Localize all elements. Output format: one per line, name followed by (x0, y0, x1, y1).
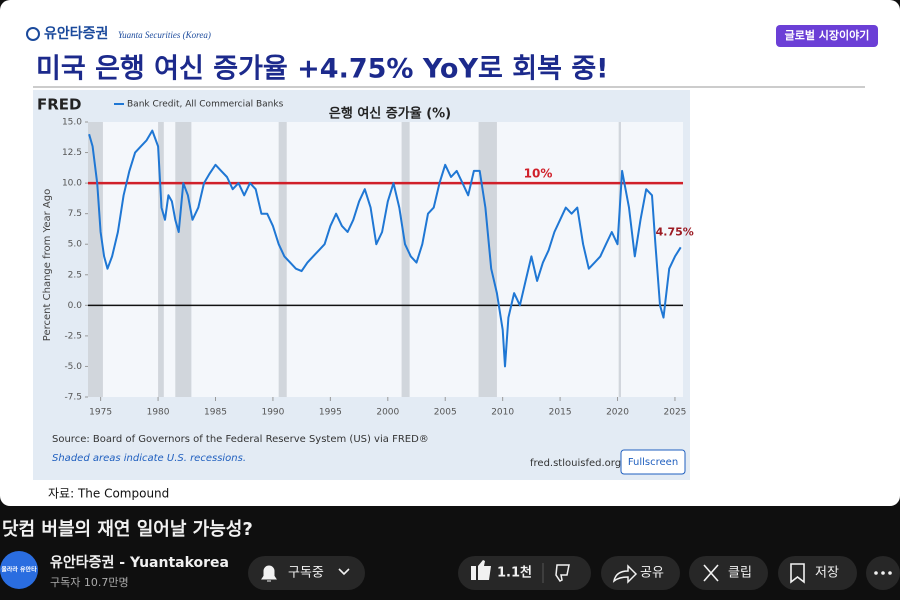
recession-band (478, 122, 497, 397)
series-line (88, 129, 682, 368)
bell-icon[interactable] (261, 565, 277, 582)
clip-button[interactable] (689, 556, 768, 590)
dislike-icon[interactable] (555, 564, 570, 582)
subscribe-label[interactable]: 구독중 (288, 566, 324, 581)
x-tick-label: 1990 (261, 408, 284, 418)
save-icon[interactable] (790, 563, 805, 584)
recession-band (401, 122, 410, 397)
recession-band (88, 122, 103, 397)
like-count[interactable]: 1.1천 (497, 566, 532, 581)
y-tick-label: -5.0 (64, 362, 82, 372)
fred-logo: FRED (37, 96, 82, 114)
video-title: 닷컴 버블의 재연 일어날 가능성? (2, 519, 253, 540)
save-label[interactable]: 저장 (815, 566, 839, 581)
y-tick-label: 15.0 (62, 118, 82, 128)
x-tick-label: 1975 (89, 408, 112, 418)
brand-logo (26, 27, 40, 41)
share-button[interactable] (601, 556, 680, 590)
y-tick-label: -2.5 (64, 331, 82, 341)
reference-label: 10% (524, 167, 553, 181)
slide-title: 미국 은행 여신 증가율 +4.75% YoY로 회복 중! (36, 54, 609, 85)
subscriber-count: 구독자 10.7만명 (50, 576, 129, 589)
y-tick-label: 10.0 (62, 179, 82, 189)
recession-band (175, 122, 192, 397)
channel-name[interactable]: 유안타증권 - Yuantakorea (50, 554, 229, 571)
end-label: 4.75% (656, 225, 694, 238)
x-tick-label: 2025 (664, 408, 687, 418)
x-tick-label: 2005 (434, 408, 457, 418)
recession-band (278, 122, 287, 397)
x-tick-label: 1980 (147, 408, 170, 418)
y-axis-label: Percent Change from Year Ago (42, 189, 53, 341)
slide-source: 자료: The Compound (48, 487, 169, 501)
x-tick-label: 2010 (491, 408, 514, 418)
brand: 유안타증권 (44, 25, 108, 42)
recession-band (618, 122, 621, 397)
more-icon[interactable] (874, 571, 892, 575)
share-label[interactable]: 공유 (640, 566, 664, 581)
y-tick-label: 0.0 (68, 301, 83, 311)
shading-note: Shaded areas indicate U.S. recessions. (52, 453, 246, 464)
fullscreen-label[interactable]: Fullscreen (628, 457, 678, 468)
legend-label: Bank Credit, All Commercial Banks (127, 100, 284, 110)
x-tick-label: 2015 (549, 408, 572, 418)
avatar[interactable] (0, 551, 38, 589)
y-tick-label: -7.5 (64, 393, 82, 403)
chart-source: Source: Board of Governors of the Federa… (52, 434, 429, 445)
subscribe-button[interactable] (248, 556, 365, 590)
chevron[interactable] (338, 568, 350, 576)
clip-icon[interactable] (703, 564, 719, 582)
fullscreen-button[interactable] (620, 449, 686, 475)
recession-band (158, 122, 164, 397)
avatar-text[interactable]: 올라라 유안타 (1, 566, 37, 574)
chart-title: 은행 여신 증가율 (%) (329, 106, 451, 122)
badge: 글로벌 시장이야기 (785, 28, 870, 42)
share-icon[interactable] (612, 564, 638, 584)
x-tick-label: 2000 (376, 408, 399, 418)
x-tick-label: 1995 (319, 408, 342, 418)
y-tick-label: 7.5 (68, 209, 82, 219)
clip-label[interactable]: 클립 (728, 566, 752, 581)
x-tick-label: 1985 (204, 408, 227, 418)
y-tick-label: 12.5 (62, 148, 82, 158)
site: fred.stlouisfed.org (530, 458, 621, 469)
y-tick-label: 2.5 (68, 270, 82, 280)
like-icon[interactable] (471, 560, 491, 580)
y-tick-label: 5.0 (68, 240, 83, 250)
brand-sub: Yuanta Securities (Korea) (118, 30, 211, 40)
plot: 15.0 12.5 10.0 7.5 5.0 2.5 0.0 -2.5 -5.0 -7.5 1975… (62, 118, 694, 418)
x-tick-label: 2020 (606, 408, 629, 418)
badge-bg (776, 25, 878, 47)
